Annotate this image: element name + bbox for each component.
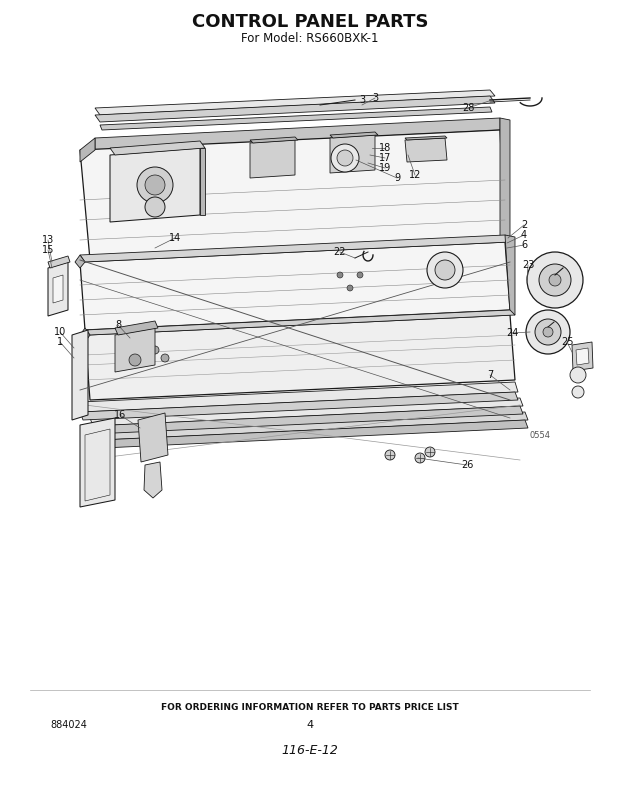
Polygon shape: [200, 148, 205, 215]
Text: 10: 10: [54, 327, 66, 337]
Polygon shape: [80, 418, 115, 507]
Polygon shape: [110, 148, 200, 222]
Text: 16: 16: [114, 410, 126, 420]
Text: 884024: 884024: [50, 720, 87, 730]
Text: CONTROL PANEL PARTS: CONTROL PANEL PARTS: [192, 13, 428, 31]
Circle shape: [539, 264, 571, 296]
Polygon shape: [85, 315, 515, 400]
Text: 25: 25: [560, 337, 574, 347]
Polygon shape: [90, 398, 523, 426]
Circle shape: [129, 354, 141, 366]
Circle shape: [572, 386, 584, 398]
Polygon shape: [85, 429, 110, 501]
Polygon shape: [48, 256, 70, 268]
Polygon shape: [100, 420, 528, 448]
Polygon shape: [85, 310, 515, 335]
Polygon shape: [80, 235, 510, 262]
Text: 0554: 0554: [529, 431, 551, 439]
Polygon shape: [405, 138, 447, 162]
Polygon shape: [115, 321, 158, 335]
Polygon shape: [100, 107, 492, 130]
Circle shape: [385, 450, 395, 460]
Polygon shape: [144, 462, 162, 498]
Polygon shape: [115, 328, 155, 372]
Polygon shape: [100, 412, 528, 440]
Polygon shape: [95, 118, 500, 150]
Circle shape: [145, 175, 165, 195]
Circle shape: [535, 319, 561, 345]
Circle shape: [543, 327, 553, 337]
Circle shape: [337, 150, 353, 166]
Text: 24: 24: [506, 328, 518, 338]
Polygon shape: [330, 135, 375, 173]
Circle shape: [415, 453, 425, 463]
Polygon shape: [572, 342, 593, 371]
Polygon shape: [505, 235, 515, 315]
Text: 9: 9: [394, 173, 400, 183]
Text: 18: 18: [379, 143, 391, 153]
Polygon shape: [80, 382, 518, 412]
Polygon shape: [138, 413, 168, 462]
Circle shape: [425, 447, 435, 457]
Circle shape: [549, 274, 561, 286]
Text: 4: 4: [521, 230, 527, 240]
Text: For Model: RS660BXK-1: For Model: RS660BXK-1: [241, 31, 379, 45]
Circle shape: [526, 310, 570, 354]
Text: 17: 17: [379, 153, 391, 163]
Polygon shape: [80, 392, 518, 420]
Polygon shape: [75, 255, 85, 268]
Circle shape: [137, 167, 173, 203]
Polygon shape: [500, 118, 510, 245]
Text: 26: 26: [461, 460, 473, 470]
Polygon shape: [80, 130, 505, 260]
Polygon shape: [330, 132, 378, 138]
Text: 116-E-12: 116-E-12: [281, 744, 339, 756]
Text: 15: 15: [42, 245, 54, 255]
Text: 13: 13: [42, 235, 54, 245]
Polygon shape: [405, 136, 447, 140]
Polygon shape: [95, 90, 495, 115]
Polygon shape: [53, 275, 63, 303]
Polygon shape: [80, 328, 90, 342]
Text: 22: 22: [334, 247, 346, 257]
Polygon shape: [576, 348, 589, 365]
Text: 2: 2: [521, 220, 527, 230]
Text: 7: 7: [487, 370, 493, 380]
Circle shape: [151, 346, 159, 354]
Polygon shape: [48, 262, 68, 316]
Circle shape: [337, 272, 343, 278]
Circle shape: [145, 197, 165, 217]
Text: 6: 6: [521, 240, 527, 250]
Polygon shape: [110, 141, 205, 155]
Polygon shape: [95, 96, 495, 122]
Circle shape: [527, 252, 583, 308]
Text: 19: 19: [379, 163, 391, 173]
Polygon shape: [250, 137, 298, 143]
Text: 23: 23: [522, 260, 534, 270]
Polygon shape: [90, 406, 523, 434]
Text: 1: 1: [57, 337, 63, 347]
Text: FOR ORDERING INFORMATION REFER TO PARTS PRICE LIST: FOR ORDERING INFORMATION REFER TO PARTS …: [161, 703, 459, 712]
Polygon shape: [80, 138, 95, 162]
Circle shape: [570, 367, 586, 383]
Text: 28: 28: [462, 103, 474, 113]
Circle shape: [331, 144, 359, 172]
Polygon shape: [250, 140, 295, 178]
Polygon shape: [72, 330, 88, 420]
Circle shape: [427, 252, 463, 288]
Text: 8: 8: [115, 320, 121, 330]
Circle shape: [357, 272, 363, 278]
Circle shape: [347, 285, 353, 291]
Text: 4: 4: [306, 720, 314, 730]
Text: 12: 12: [409, 170, 421, 180]
Text: 3: 3: [359, 95, 365, 105]
Text: 3: 3: [372, 93, 378, 103]
Text: 14: 14: [169, 233, 181, 243]
Circle shape: [161, 354, 169, 362]
Circle shape: [435, 260, 455, 280]
Polygon shape: [80, 242, 510, 330]
